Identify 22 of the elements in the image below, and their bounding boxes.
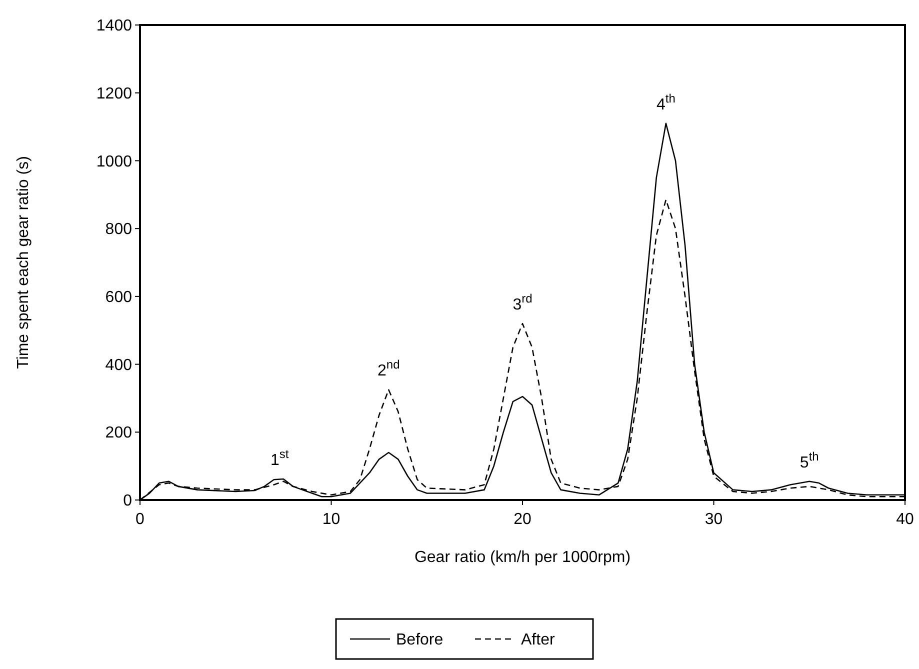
y-tick-label: 1000 (96, 153, 132, 170)
y-tick-label: 600 (105, 289, 132, 306)
x-axis-title: Gear ratio (km/h per 1000rpm) (414, 549, 631, 566)
annotation: 2$^{nd}$ (377, 358, 400, 380)
annotation: 3$^{rd}$ (512, 292, 532, 314)
y-tick-label: 800 (105, 221, 132, 238)
y-tick-label: 200 (105, 424, 132, 442)
annotation: 5$^{th}$ (800, 449, 819, 472)
y-tick-label: 1400 (96, 18, 132, 35)
legend-label: Before (396, 632, 444, 649)
y-axis-title: Time spent each gear ratio (s) (15, 156, 32, 369)
y-tick-label: 1200 (96, 85, 132, 102)
x-tick-label: 0 (136, 511, 145, 528)
legend-label: After (521, 632, 556, 649)
annotation: 1$^{st}$ (270, 446, 290, 469)
x-tick-label: 30 (704, 511, 723, 528)
x-tick-label: 20 (514, 511, 532, 528)
x-tick-label: 10 (322, 511, 340, 528)
y-tick-label: 400 (105, 356, 132, 374)
x-tick-label: 40 (896, 511, 914, 528)
annotation: 4$^{th}$ (656, 91, 676, 114)
y-tick-label: 0 (123, 492, 132, 510)
